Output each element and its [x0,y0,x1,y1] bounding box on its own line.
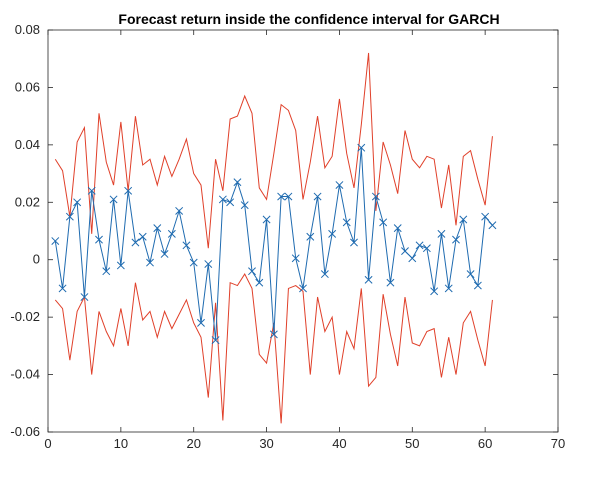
series-2-point [488,221,497,230]
y-tick-label: 0 [33,252,40,267]
series-2-point [328,229,337,238]
series-2-point [204,260,213,268]
series-2-point [58,284,67,293]
series-2-point [313,192,322,201]
x-tick-label: 50 [405,436,419,451]
series-2-point [262,215,271,224]
series-2-point [452,235,460,244]
series-2-point [197,318,205,327]
series-2-point [109,195,118,204]
chart-title: Forecast return inside the confidence in… [118,11,499,27]
y-tick-label: -0.04 [10,367,40,382]
series-2-point [342,218,351,227]
series-2-point [182,241,191,250]
series-2-point [95,235,103,244]
series-2-point [87,186,96,195]
series-2-point [379,218,388,227]
series-2-point [277,192,286,201]
x-tick-label: 10 [114,436,128,451]
series-2-point [51,237,60,246]
series-2-point [153,224,162,233]
series-2-point [430,287,439,296]
x-tick-label: 40 [332,436,346,451]
series-2-point [189,258,198,267]
series-2-point [211,336,220,345]
series-2-point [175,206,184,215]
series-2-point [233,178,242,187]
axes: 0 10 20 30 40 50 60 70 -0.06 -0.04 -0.02 0 0.02 0.04 0… [10,22,565,451]
series-2-point [481,212,490,221]
y-tick-label: 0.08 [15,22,40,37]
series-2-point [415,241,424,250]
series-2-point [73,198,82,207]
series-2-point [386,278,395,287]
series-2-point [408,254,417,263]
series-2-point [146,258,154,267]
series-2-line [54,147,493,341]
y-tick-label: -0.02 [10,309,40,324]
series-2-point [444,284,453,293]
series-1-line [54,273,493,424]
series-2-point [393,224,402,233]
y-tick-label: 0.06 [15,79,40,94]
series-2-point [248,267,256,276]
series-0-line [54,52,493,249]
series-2-point [320,270,329,279]
series-2-point [473,281,482,290]
x-tick-label: 0 [44,436,51,451]
series-2-point [306,232,315,241]
x-tick-label: 30 [259,436,273,451]
series-2-point [138,232,147,241]
series-2-point [364,275,373,284]
series-2-point [160,250,169,258]
series-2-point [80,293,89,301]
y-tick-label: 0.04 [15,137,40,152]
x-tick-label: 60 [478,436,492,451]
series-2-point [350,238,358,247]
series-2-point [401,247,409,256]
plot-area [51,52,497,424]
y-tick-label: 0.02 [15,194,40,209]
axes-box [47,29,559,433]
y-tick-label: -0.06 [10,424,40,439]
series-2-point [437,229,446,238]
series-2-point [102,267,111,276]
series-2-point [269,330,278,339]
series-2-point [218,195,227,204]
series-2-point [335,181,344,190]
series-2-point [299,284,307,293]
series-2-point [459,215,468,224]
series-2-point [284,192,293,201]
series-2-point [131,238,140,247]
series-2-point [116,261,125,270]
series-2-point [466,270,475,279]
series-2-point [291,254,300,263]
series-2-point [240,201,249,210]
series-2-point [124,186,133,195]
x-tick-label: 20 [186,436,200,451]
series-2-point [422,244,431,253]
series-2-point [226,198,235,207]
series-2-point [357,143,366,152]
x-tick-label: 70 [551,436,565,451]
series-2-point [371,192,380,201]
series-2-point [65,212,74,221]
series-2-point [167,229,176,238]
series-2-point [255,278,264,287]
